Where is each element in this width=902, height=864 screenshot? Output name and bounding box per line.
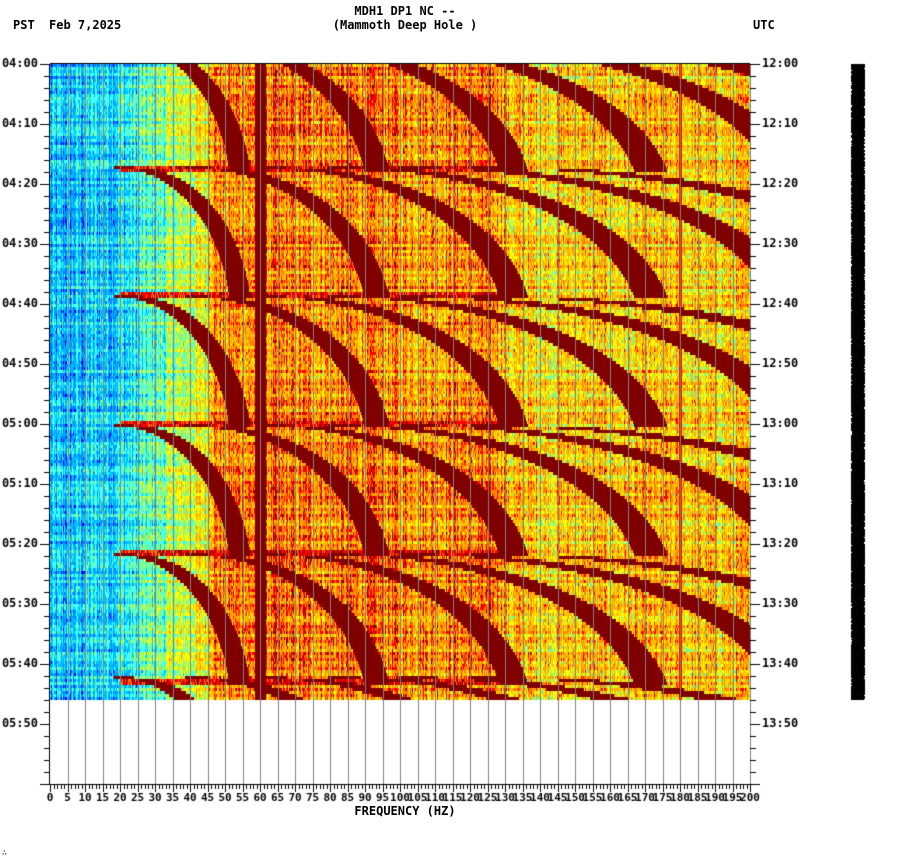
x-axis-label: FREQUENCY (HZ) [354,804,456,818]
corner-mark: ∴ [2,848,7,857]
